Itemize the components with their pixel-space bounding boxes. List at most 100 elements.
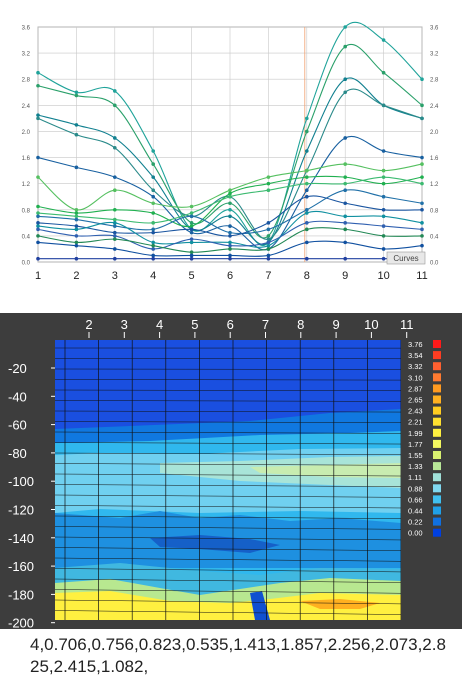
colorbar-label: 3.10 (408, 373, 423, 382)
data-point (74, 207, 79, 212)
x-tick-label: 9 (342, 270, 348, 282)
data-point (113, 234, 117, 238)
data-point (74, 227, 79, 232)
heat-x-tick-label: 2 (85, 317, 92, 332)
data-point (420, 162, 424, 166)
heat-grid-line (55, 442, 401, 445)
colorbar-label: 3.54 (408, 351, 423, 360)
y-tick-label-left: 0.0 (22, 261, 31, 267)
data-point (74, 214, 79, 219)
data-point (113, 247, 117, 251)
colorbar-label: 2.65 (408, 396, 423, 405)
colorbar-swatch (433, 439, 441, 448)
heat-grid-line (55, 589, 401, 594)
data-point (420, 243, 424, 248)
heat-band (150, 535, 280, 553)
heat-grid-line (55, 599, 401, 605)
colorbar-swatch (433, 473, 441, 482)
colorbar-swatch (433, 351, 441, 360)
heat-grid-line (55, 484, 401, 487)
heat-band (250, 463, 401, 478)
heat-y-tick-label: -40 (8, 389, 27, 404)
data-point (228, 230, 232, 235)
data-point (420, 175, 424, 179)
heat-y-tick-label: -20 (8, 361, 27, 376)
data-point (36, 175, 40, 179)
data-point (305, 207, 309, 212)
x-tick-label: 6 (227, 270, 233, 282)
heat-y-tick-label: -200 (8, 616, 34, 629)
data-point (151, 149, 155, 153)
data-point (266, 221, 271, 225)
data-point (151, 201, 155, 206)
heat-grid-line (55, 421, 401, 423)
data-point (228, 240, 232, 245)
data-point (113, 221, 117, 225)
data-point (189, 211, 194, 215)
x-tick-label: 4 (150, 270, 156, 282)
series-line (37, 88, 423, 240)
data-point (420, 155, 424, 160)
chart-series (36, 21, 424, 261)
data-point (151, 240, 155, 245)
colorbar-label: 1.55 (408, 451, 423, 460)
data-point (266, 247, 271, 251)
data-point (151, 162, 155, 166)
y-tick-label-right: 0.0 (430, 261, 439, 267)
data-point (343, 162, 348, 166)
heatmap-chart: 2 3 4 5 6 7 8 9 10 11 -20 -40 -60 -80 -100 -120 -140 -160… (8, 317, 441, 629)
heatmap-panel: 2 3 4 5 6 7 8 9 10 11 -20 -40 -60 -80 -100 -120 -140 -160… (0, 313, 462, 629)
data-point (305, 149, 309, 153)
y-tick-label-right: 1.2 (430, 182, 439, 188)
data-point (381, 181, 386, 186)
data-point (420, 201, 424, 206)
colorbar-label: 0.66 (408, 495, 423, 504)
data-point (36, 224, 40, 228)
data-point (151, 211, 155, 215)
data-point (228, 194, 232, 199)
x-tick-label: 1 (35, 270, 41, 282)
data-point (343, 44, 348, 49)
data-point (113, 103, 117, 108)
data-point (151, 247, 155, 251)
data-point (151, 221, 155, 225)
data-point (420, 234, 424, 238)
colorbar-label: 0.88 (408, 484, 423, 493)
heat-x-tick-label: 4 (156, 317, 163, 332)
data-point (189, 204, 194, 209)
data-point (305, 240, 309, 245)
data-point (113, 256, 117, 261)
data-point (189, 230, 194, 235)
data-point (266, 188, 271, 192)
data-point (266, 175, 271, 179)
data-point (113, 136, 117, 140)
data-point (151, 256, 155, 261)
data-point (74, 217, 79, 222)
data-point (228, 191, 232, 196)
x-tick-label: 5 (189, 270, 195, 282)
data-point (228, 188, 232, 192)
data-point (343, 201, 348, 206)
colorbar-swatch (433, 528, 441, 537)
data-point (343, 256, 348, 261)
data-point (381, 214, 386, 219)
colorbar-swatch (433, 495, 441, 504)
data-point (305, 194, 309, 199)
data-point (189, 253, 194, 258)
heat-band (55, 591, 401, 620)
data-point (189, 237, 194, 241)
data-point (305, 181, 309, 186)
heat-y-tick-label: -100 (8, 474, 34, 489)
data-point (381, 194, 386, 199)
heat-grid-line (55, 473, 401, 477)
heat-x-tick-label: 3 (121, 317, 128, 332)
data-point (266, 243, 271, 248)
colorbar-swatch (433, 384, 441, 393)
colorbar-label: 0.00 (408, 529, 423, 538)
line-chart: 0.0 0.0 0.4 0.4 0.8 0.8 1.2 1.2 1.6 1.6 2.0 2.0 2.4 2… (22, 21, 439, 282)
data-point (113, 145, 117, 150)
y-tick-label-right: 2.4 (430, 104, 439, 110)
data-point (36, 211, 40, 215)
data-point (343, 136, 348, 140)
colorbar-label: 1.11 (408, 473, 422, 482)
